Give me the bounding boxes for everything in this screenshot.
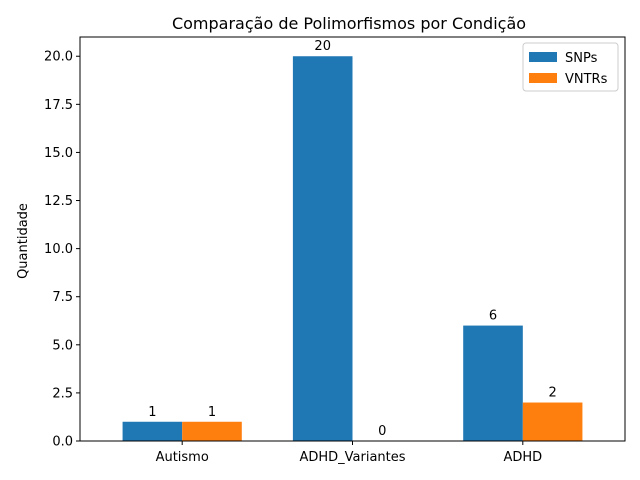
x-tick-label: Autismo xyxy=(156,450,209,465)
chart-title: Comparação de Polimorfismos por Condição xyxy=(172,14,526,33)
y-tick-label: 10.0 xyxy=(44,242,73,257)
legend-label: VNTRs xyxy=(565,72,608,87)
bar-vntrs-0 xyxy=(182,421,242,441)
data-label: 20 xyxy=(314,39,331,54)
y-tick-label: 5.0 xyxy=(52,338,73,353)
y-tick-label: 12.5 xyxy=(44,194,73,209)
data-label: 0 xyxy=(378,424,386,439)
bar-snps-0 xyxy=(122,421,183,441)
legend: SNPs VNTRs xyxy=(522,42,619,92)
data-label: 6 xyxy=(489,309,497,324)
bar-snps-2 xyxy=(463,325,523,441)
data-label: 1 xyxy=(148,405,156,420)
legend-swatch-snps xyxy=(529,52,557,62)
x-tick-label: ADHD xyxy=(503,450,542,465)
y-tick-label: 0.0 xyxy=(52,435,73,450)
y-tick-label: 20.0 xyxy=(44,50,73,65)
data-label: 1 xyxy=(208,405,216,420)
bar-snps-1 xyxy=(292,56,353,441)
y-tick-label: 7.5 xyxy=(52,290,73,305)
legend-label: SNPs xyxy=(565,51,598,66)
y-axis-label: Quantidade xyxy=(16,203,31,279)
y-tick-label: 17.5 xyxy=(44,98,73,113)
y-tick-label: 15.0 xyxy=(44,146,73,161)
plot-area: 12061020.02.55.07.510.012.515.017.520.0A… xyxy=(44,36,626,465)
bar-vntrs-2 xyxy=(522,402,583,441)
data-label: 2 xyxy=(548,386,556,401)
y-tick-label: 2.5 xyxy=(52,386,73,401)
x-tick-label: ADHD_Variantes xyxy=(299,450,405,465)
legend-swatch-vntrs xyxy=(529,73,557,83)
